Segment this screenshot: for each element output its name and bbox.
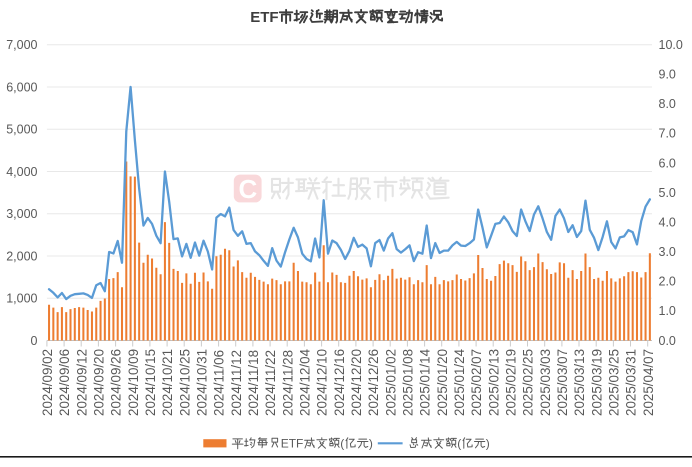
svg-text:2025/01/08: 2025/01/08	[400, 349, 415, 416]
svg-text:2025/01/02: 2025/01/02	[383, 349, 398, 416]
svg-text:2024/11/06: 2024/11/06	[212, 350, 227, 416]
svg-text:2024/12/04: 2024/12/04	[297, 348, 312, 416]
svg-text:2025/03/07: 2025/03/07	[555, 349, 570, 416]
svg-text:2024/12/20: 2024/12/20	[349, 349, 364, 416]
svg-text:4.0: 4.0	[659, 216, 676, 230]
svg-text:5,000: 5,000	[6, 123, 37, 137]
svg-text:2024/09/26: 2024/09/26	[109, 349, 124, 416]
svg-text:10.0: 10.0	[659, 38, 683, 52]
svg-text:2024/11/28: 2024/11/28	[280, 350, 295, 416]
svg-text:2024/12/10: 2024/12/10	[315, 349, 330, 416]
svg-text:9.0: 9.0	[659, 68, 676, 82]
svg-text:2024/12/16: 2024/12/16	[332, 349, 347, 416]
svg-text:2025/03/19: 2025/03/19	[589, 349, 604, 416]
svg-text:3.0: 3.0	[659, 245, 676, 259]
svg-text:4,000: 4,000	[6, 165, 37, 179]
svg-text:2024/11/18: 2024/11/18	[246, 350, 261, 416]
svg-text:0: 0	[31, 334, 38, 348]
svg-text:3,000: 3,000	[6, 207, 37, 221]
svg-text:2024/10/31: 2024/10/31	[194, 349, 209, 416]
svg-text:(: (	[457, 437, 461, 451]
svg-text:2025/02/25: 2025/02/25	[521, 349, 536, 416]
svg-text:2024/10/09: 2024/10/09	[126, 349, 141, 416]
svg-text:2025/03/13: 2025/03/13	[572, 349, 587, 416]
svg-text:2025/04/07: 2025/04/07	[641, 349, 656, 416]
svg-text:2.0: 2.0	[659, 275, 676, 289]
svg-text:): )	[486, 437, 490, 451]
svg-text:2,000: 2,000	[6, 249, 37, 263]
svg-text:ETF: ETF	[250, 9, 278, 26]
svg-text:2025/01/20: 2025/01/20	[435, 349, 450, 416]
svg-text:2024/09/02: 2024/09/02	[40, 349, 55, 416]
svg-text:): )	[369, 437, 373, 451]
svg-text:2025/03/25: 2025/03/25	[606, 349, 621, 416]
svg-text:2025/02/07: 2025/02/07	[469, 349, 484, 416]
svg-text:2024/11/22: 2024/11/22	[263, 350, 278, 416]
svg-text:2024/09/06: 2024/09/06	[57, 349, 72, 416]
svg-text:2025/03/31: 2025/03/31	[624, 349, 639, 416]
svg-text:2025/01/24: 2025/01/24	[452, 348, 467, 416]
svg-text:2024/10/15: 2024/10/15	[143, 349, 158, 416]
svg-text:2024/10/21: 2024/10/21	[160, 349, 175, 416]
svg-text:2024/12/26: 2024/12/26	[366, 349, 381, 416]
svg-text:8.0: 8.0	[659, 97, 676, 111]
svg-text:2025/02/19: 2025/02/19	[503, 349, 518, 416]
svg-text:(: (	[340, 437, 344, 451]
svg-text:1,000: 1,000	[6, 292, 37, 306]
svg-text:2024/10/25: 2024/10/25	[177, 349, 192, 416]
svg-text:7,000: 7,000	[6, 38, 37, 52]
svg-text:ETF: ETF	[281, 437, 304, 451]
svg-text:1.0: 1.0	[659, 304, 676, 318]
svg-text:5.0: 5.0	[659, 186, 676, 200]
svg-text:2025/03/03: 2025/03/03	[538, 349, 553, 416]
svg-text:7.0: 7.0	[659, 127, 676, 141]
svg-text:0.0: 0.0	[659, 334, 676, 348]
svg-text:C: C	[239, 174, 258, 204]
svg-text:2024/09/20: 2024/09/20	[91, 349, 106, 416]
svg-text:6,000: 6,000	[6, 80, 37, 94]
svg-text:6.0: 6.0	[659, 156, 676, 170]
svg-text:2024/09/12: 2024/09/12	[74, 349, 89, 416]
svg-text:2025/02/13: 2025/02/13	[486, 349, 501, 416]
svg-text:2024/11/12: 2024/11/12	[229, 350, 244, 416]
svg-text:2025/01/14: 2025/01/14	[418, 348, 433, 416]
